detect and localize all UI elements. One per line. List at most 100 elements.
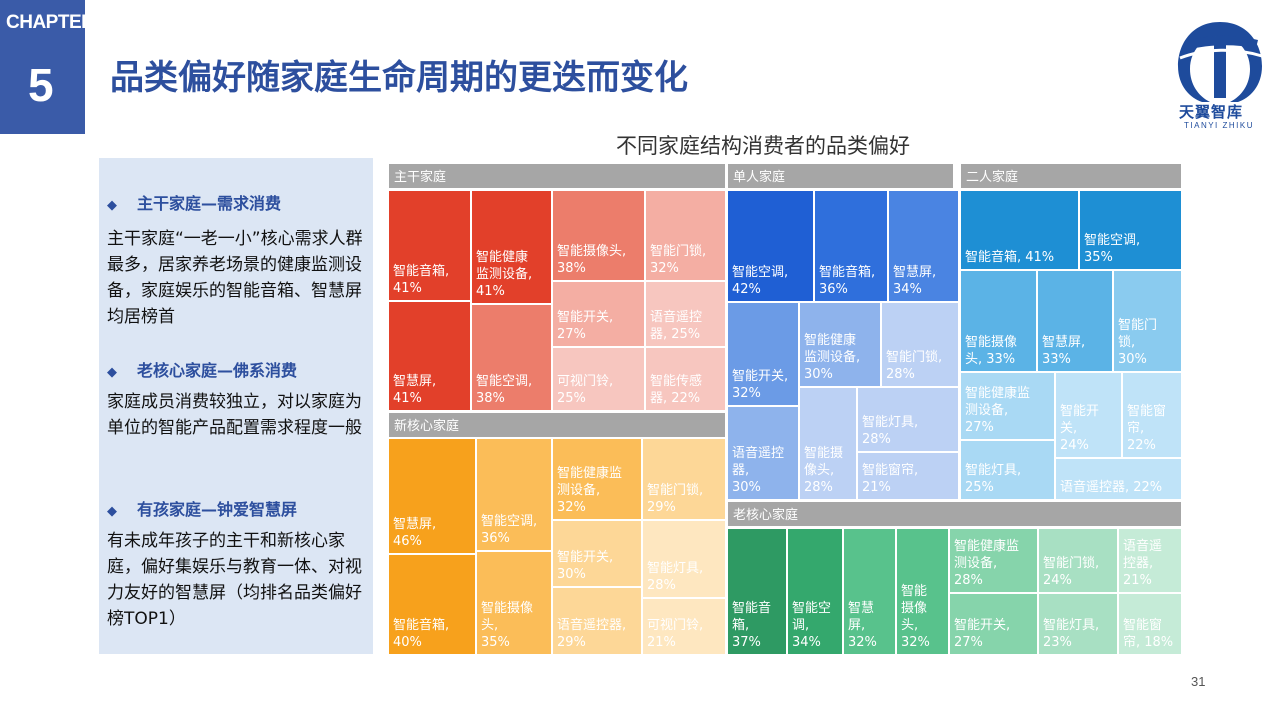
treemap-cell-label: 智能摄像头, 33% xyxy=(965,335,1017,367)
treemap-cell xyxy=(1119,594,1181,654)
treemap-cell xyxy=(788,529,842,654)
chapter-badge: CHAPTER 5 xyxy=(0,0,95,134)
treemap-cell-label: 智慧屏, 41% xyxy=(393,373,436,406)
treemap-group-header xyxy=(728,164,953,188)
treemap-cell xyxy=(553,521,641,586)
diamond-bullet-icon: ◆ xyxy=(107,504,117,519)
treemap-cell-label: 智能健康监测设备, 32% xyxy=(557,465,622,515)
treemap-cell xyxy=(553,588,641,654)
treemap-cell-label: 智能开关, 27% xyxy=(557,310,613,342)
treemap-cell-label: 智能音箱, 41% xyxy=(965,249,1054,265)
treemap-cell-label: 语音遥控器, 29% xyxy=(557,617,626,650)
treemap-group-label: 新核心家庭 xyxy=(394,418,459,434)
treemap-cell xyxy=(858,388,958,451)
treemap-group-header xyxy=(961,164,1181,188)
treemap-cell xyxy=(389,439,475,553)
treemap-cell xyxy=(477,439,551,550)
treemap-cell xyxy=(1119,529,1181,592)
chart-title: 不同家庭结构消费者的品类偏好 xyxy=(616,134,910,158)
treemap-cell-label: 智能窗帘, 18% xyxy=(1123,617,1173,650)
page-title: 品类偏好随家庭生命周期的更迭而变化 xyxy=(110,58,688,98)
section-heading: ◆ 老核心家庭—佛系消费 xyxy=(107,361,298,380)
treemap-cell xyxy=(472,305,551,410)
treemap-cell xyxy=(728,303,798,405)
treemap-cell xyxy=(389,302,470,410)
treemap-cell xyxy=(882,303,958,386)
treemap-cell-label: 语音遥控器, 30% xyxy=(732,445,784,495)
treemap-group-header xyxy=(389,164,725,188)
treemap-cell xyxy=(961,271,1036,371)
section-heading: ◆ 有孩家庭—钟爱智慧屏 xyxy=(107,500,298,519)
treemap-cell-label: 智能摄像头, 38% xyxy=(557,244,626,276)
treemap-cell xyxy=(646,348,725,410)
treemap-cell xyxy=(643,439,725,519)
treemap-cell-label: 智慧屏, 34% xyxy=(893,264,936,297)
treemap-cell-label: 智慧屏, 32% xyxy=(848,600,877,650)
treemap-cell xyxy=(646,282,725,346)
treemap-cell xyxy=(728,529,786,654)
treemap-cell xyxy=(553,348,644,410)
treemap-cell xyxy=(961,191,1078,269)
treemap-cell xyxy=(553,282,644,346)
logo-icon xyxy=(1178,22,1263,102)
treemap-cell xyxy=(728,191,813,301)
treemap-cell xyxy=(889,191,958,301)
treemap-group-label: 老核心家庭 xyxy=(733,507,798,523)
treemap-group-label: 单人家庭 xyxy=(733,169,785,185)
treemap-cell xyxy=(1056,373,1121,457)
treemap-cell-label: 智慧屏, 46% xyxy=(393,516,436,549)
treemap-cell-label: 智能空调, 36% xyxy=(481,514,537,546)
treemap-cell xyxy=(643,521,725,597)
diamond-bullet-icon: ◆ xyxy=(107,365,117,380)
logo-subtitle: TIANYI ZHIKU xyxy=(1184,121,1255,130)
treemap-cell xyxy=(1056,459,1181,499)
treemap-cell xyxy=(553,439,641,519)
treemap-cell xyxy=(1123,373,1181,457)
treemap-cell-label: 智能开关, 24% xyxy=(1060,404,1099,453)
treemap-cell-label: 智能窗帘, 22% xyxy=(1127,403,1166,453)
treemap-cell xyxy=(389,555,475,654)
treemap-cell xyxy=(1039,529,1117,592)
treemap-cell-label: 智能音箱, 36% xyxy=(819,264,875,297)
treemap-group-label: 二人家庭 xyxy=(966,169,1018,185)
treemap-cell-label: 智能门锁, 28% xyxy=(886,349,942,382)
treemap-cell-label: 智能灯具, 28% xyxy=(862,415,918,447)
treemap-cell-label: 智能摄像头, 28% xyxy=(804,446,843,495)
treemap-group-label: 主干家庭 xyxy=(394,169,446,185)
treemap-cell-label: 智能音箱, 40% xyxy=(393,617,449,650)
section-body: 家庭成员消费较独立，对以家庭为单位的智能产品配置需求程度一般 xyxy=(107,392,362,438)
chapter-number: 5 xyxy=(28,59,54,111)
treemap-cell-label: 智能音箱, 37% xyxy=(732,600,771,650)
treemap-group-header xyxy=(728,502,1181,526)
treemap-cell-label: 语音遥控器, 25% xyxy=(650,309,702,342)
chapter-label: CHAPTER xyxy=(6,12,95,33)
diamond-bullet-icon: ◆ xyxy=(107,198,117,213)
treemap-cell xyxy=(961,373,1054,439)
treemap-cell xyxy=(815,191,887,301)
treemap-cell xyxy=(950,529,1037,592)
treemap-cell xyxy=(897,529,948,654)
treemap-cell-label: 智能健康监测设备, 28% xyxy=(954,538,1019,588)
treemap-cell-label: 智能健康监测设备, 30% xyxy=(804,332,860,382)
treemap-cell-label: 智能健康监测设备, 41% xyxy=(476,249,532,299)
treemap-cell xyxy=(950,594,1037,654)
treemap-cell-label: 智能空调, 35% xyxy=(1084,233,1140,265)
treemap-group-header xyxy=(389,413,725,437)
logo-name: 天翼智库 xyxy=(1179,103,1244,121)
treemap-cell xyxy=(800,388,856,499)
treemap-cell-label: 智能摄像头, 32% xyxy=(901,584,930,650)
treemap-cell-label: 智能灯具, 25% xyxy=(965,463,1021,495)
treemap-cell-label: 智能门锁, 30% xyxy=(1118,318,1157,367)
treemap-cell-label: 智能传感器, 22% xyxy=(650,373,702,406)
treemap-cell xyxy=(1114,271,1181,371)
treemap-cell-label: 智能空调, 42% xyxy=(732,265,788,297)
treemap-cell-label: 智能灯具, 28% xyxy=(647,561,703,593)
section-body: 有未成年孩子的主干和新核心家庭，偏好集娱乐与教育一体、对视力友好的智慧屏（均排名… xyxy=(107,531,362,629)
treemap-cell-label: 智能门锁, 32% xyxy=(650,243,706,276)
treemap-cell-label: 智能健康监测设备, 27% xyxy=(965,385,1030,435)
treemap-cell-label: 智能开关, 30% xyxy=(557,550,613,582)
treemap-cell-label: 智能空调, 34% xyxy=(792,601,831,650)
treemap-cell xyxy=(1038,271,1112,371)
section-body: 主干家庭“一老一小”核心需求人群最多，居家养老场景的健康监测设备，家庭娱乐的智能… xyxy=(107,229,363,327)
